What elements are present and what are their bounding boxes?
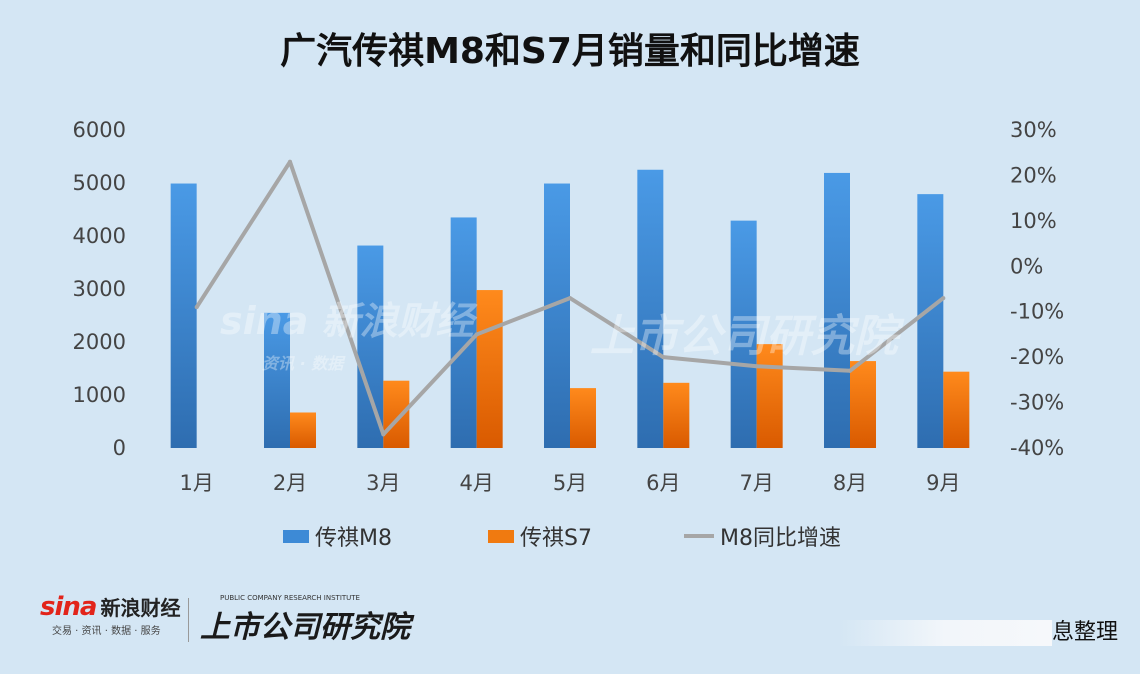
sina-logo-mark: sina [40,592,97,622]
y-right-tick-label: 10% [1010,209,1057,233]
bar-s7 [383,380,410,448]
bar-m8 [450,217,477,448]
chart-legend: 传祺M8 传祺S7 M8同比增速 [0,520,1140,556]
growth-point [568,296,572,301]
growth-point [661,355,666,360]
y-left-tick-label: 5000 [73,171,126,195]
y-left-tick-label: 6000 [73,118,126,142]
legend-swatch-s7 [488,529,514,543]
x-tick-label: 2月 [273,471,307,495]
chart-title: 广汽传祺M8和S7月销量和同比增速 [280,31,860,72]
growth-point [941,296,946,301]
bar-m8 [730,220,757,448]
x-tick-label: 4月 [459,471,493,495]
y-left-tick-label: 0 [113,436,126,460]
bar-s7 [943,371,970,448]
institute-logo-english: PUBLIC COMPANY RESEARCH INSTITUTE [220,594,360,602]
bar-m8 [544,183,570,448]
x-tick-label: 3月 [366,471,400,495]
bar-s7 [850,361,876,448]
footer-divider [188,598,189,642]
x-tick-label: 6月 [646,471,680,495]
y-right-tick-label: -20% [1010,345,1064,369]
bar-m8 [357,245,384,448]
legend-swatch-growth [684,534,714,538]
growth-point [754,364,759,369]
bar-m8 [824,172,850,448]
growth-point [848,368,852,373]
legend-item-m8[interactable]: 传祺M8 [283,520,392,552]
bar-s7 [663,382,690,448]
y-right-tick-label: -30% [1010,391,1064,415]
bar-m8 [917,194,944,448]
growth-point [474,332,479,337]
x-tick-label: 8月 [833,471,867,495]
x-tick-label: 9月 [926,471,960,495]
source-note: 息整理 [1052,620,1119,645]
y-right-tick-label: 0% [1010,254,1043,278]
bar-m8 [264,312,290,448]
legend-label-growth: M8同比增速 [720,526,841,551]
x-tick-label: 7月 [739,471,773,495]
y-left-tick-label: 1000 [73,383,126,407]
bar-s7 [290,412,316,448]
bar-m8 [170,183,197,448]
y-left-tick-label: 3000 [73,277,126,301]
legend-label-s7: 传祺S7 [520,526,592,551]
legend-item-growth[interactable]: M8同比增速 [684,520,841,552]
sina-logo-tagline: 交易 · 资讯 · 数据 · 服务 [52,626,161,637]
y-left-tick-label: 4000 [73,224,126,248]
footer: sina 新浪财经 交易 · 资讯 · 数据 · 服务 PUBLIC COMPAN… [0,592,1140,652]
y-right-tick-label: 30% [1010,118,1057,142]
legend-swatch-m8 [283,529,309,543]
growth-point [194,305,199,310]
sina-logo-name: 新浪财经 [100,596,181,620]
legend-item-s7[interactable]: 传祺S7 [488,520,592,552]
growth-point [288,159,292,164]
institute-logo-name: 上市公司研究院 [200,610,410,645]
bar-s7 [756,344,783,448]
y-left-tick-label: 2000 [73,330,126,354]
y-right-tick-label: -10% [1010,300,1064,324]
y-right-tick-label: -40% [1010,436,1064,460]
sina-logo: sina 新浪财经 交易 · 资讯 · 数据 · 服务 [40,592,181,637]
bar-s7 [570,388,596,448]
x-tick-label: 5月 [553,471,587,495]
x-tick-label: 1月 [179,471,213,495]
legend-label-m8: 传祺M8 [315,526,392,551]
bar-m8 [637,169,664,448]
y-right-tick-label: 20% [1010,163,1057,187]
source-highlight [838,620,1052,646]
growth-point [381,432,386,437]
bar-s7 [476,290,503,448]
